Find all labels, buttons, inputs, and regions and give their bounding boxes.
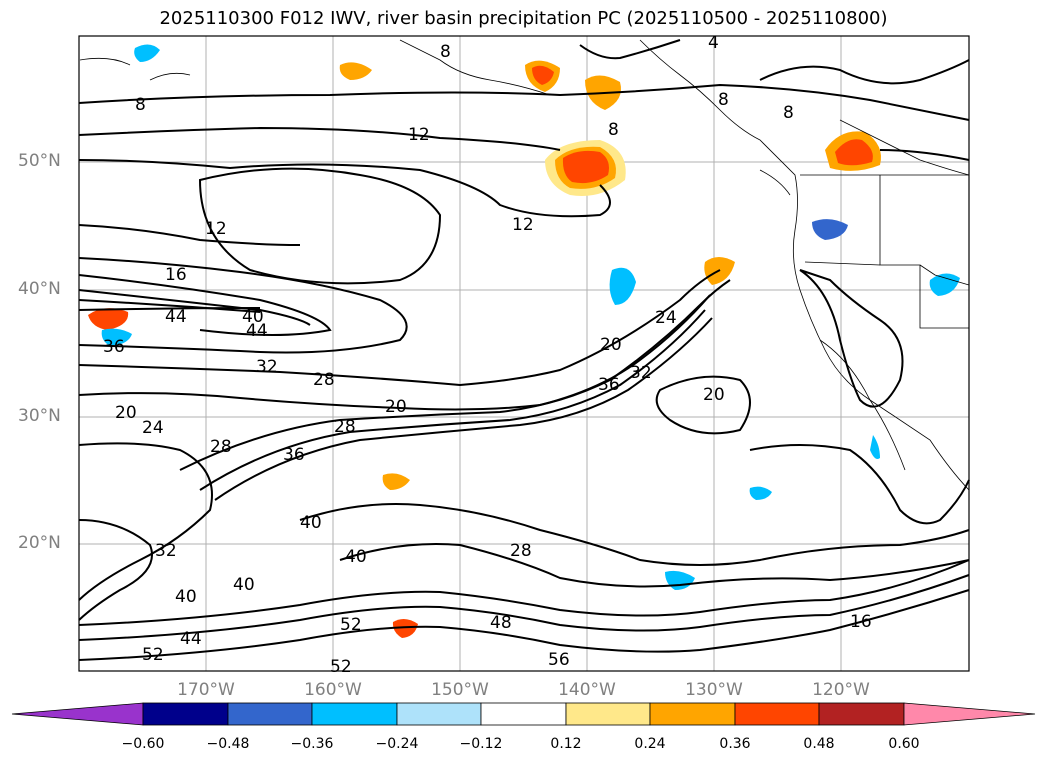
lon-label: 130°W bbox=[685, 680, 743, 700]
iwv-contours bbox=[78, 39, 970, 661]
colorbar-tick-label: 0.12 bbox=[550, 736, 582, 752]
colorbar-tick-label: −0.12 bbox=[459, 736, 503, 752]
contour-label: 12 bbox=[408, 125, 430, 145]
contour-label: 4 bbox=[708, 33, 719, 53]
contour-label: 8 bbox=[135, 95, 146, 115]
colorbar-segment bbox=[565, 702, 651, 726]
lat-label: 30°N bbox=[18, 406, 61, 426]
lat-label: 20°N bbox=[18, 533, 61, 553]
contour-label: 24 bbox=[655, 308, 677, 328]
contour-label: 44 bbox=[165, 307, 187, 327]
colorbar-tick-label: −0.60 bbox=[121, 736, 165, 752]
contour-label: 20 bbox=[385, 397, 407, 417]
contour-label: 52 bbox=[340, 615, 362, 635]
gridlines bbox=[79, 36, 969, 671]
colorbar-segment bbox=[311, 702, 398, 726]
colorbar-tick-label: −0.24 bbox=[375, 736, 419, 752]
lat-label: 50°N bbox=[18, 151, 61, 171]
colorbar-extend-low bbox=[11, 702, 144, 726]
coastlines bbox=[79, 39, 970, 491]
contour-label: 36 bbox=[103, 337, 125, 357]
contour-label: 40 bbox=[175, 587, 197, 607]
colorbar-segment bbox=[734, 702, 820, 726]
lon-label: 140°W bbox=[558, 680, 616, 700]
contour-label: 20 bbox=[600, 335, 622, 355]
contour-label: 40 bbox=[300, 513, 322, 533]
contour-label: 44 bbox=[180, 629, 202, 649]
colorbar-extend-high bbox=[903, 702, 1036, 726]
lon-label: 170°W bbox=[177, 680, 235, 700]
contour-label: 32 bbox=[256, 357, 278, 377]
lon-label: 150°W bbox=[431, 680, 489, 700]
contour-label: 20 bbox=[115, 403, 137, 423]
contour-label: 40 bbox=[345, 547, 367, 567]
precip-fills bbox=[88, 44, 960, 638]
contour-label: 40 bbox=[242, 307, 264, 327]
colorbar-segment bbox=[142, 702, 229, 726]
contour-label: 16 bbox=[165, 265, 187, 285]
colorbar-tick-label: −0.48 bbox=[206, 736, 250, 752]
contour-label: 40 bbox=[233, 575, 255, 595]
contour-labels: 8 8 8 8 8 4 12 12 12 16 20 20 20 20 24 2… bbox=[103, 33, 872, 677]
colorbar bbox=[11, 702, 1036, 726]
contour-label: 52 bbox=[330, 657, 352, 677]
contour-label: 48 bbox=[490, 613, 512, 633]
colorbar-segment bbox=[396, 702, 482, 726]
contour-label: 32 bbox=[155, 541, 177, 561]
contour-label: 36 bbox=[283, 445, 305, 465]
contour-label: 8 bbox=[608, 120, 619, 140]
contour-label: 28 bbox=[313, 370, 335, 390]
contour-label: 8 bbox=[440, 42, 451, 62]
contour-label: 44 bbox=[246, 321, 268, 341]
map-frame bbox=[78, 35, 970, 672]
contour-label: 20 bbox=[703, 385, 725, 405]
contour-label: 32 bbox=[630, 363, 652, 383]
lon-label: 120°W bbox=[812, 680, 870, 700]
colorbar-tick-label: 0.24 bbox=[634, 736, 666, 752]
contour-label: 52 bbox=[142, 645, 164, 665]
contour-label: 28 bbox=[510, 541, 532, 561]
colorbar-tick-label: 0.36 bbox=[719, 736, 751, 752]
contour-label: 28 bbox=[210, 437, 232, 457]
contour-label: 12 bbox=[205, 219, 227, 239]
colorbar-tick-label: 0.60 bbox=[888, 736, 920, 752]
map-area bbox=[79, 36, 969, 671]
map-title: 2025110300 F012 IWV, river basin precipi… bbox=[159, 8, 888, 29]
lon-label: 160°W bbox=[304, 680, 362, 700]
colorbar-segment bbox=[227, 702, 313, 726]
contour-label: 24 bbox=[142, 418, 164, 438]
contour-label: 28 bbox=[334, 417, 356, 437]
colorbar-segment bbox=[480, 702, 567, 726]
colorbar-segment bbox=[818, 702, 905, 726]
colorbar-tick-label: −0.36 bbox=[290, 736, 334, 752]
contour-label: 8 bbox=[783, 103, 794, 123]
contour-label: 12 bbox=[512, 215, 534, 235]
contour-label: 8 bbox=[718, 90, 729, 110]
contour-label: 56 bbox=[548, 650, 570, 670]
contour-label: 36 bbox=[598, 375, 620, 395]
contour-label: 16 bbox=[850, 612, 872, 632]
colorbar-tick-label: 0.48 bbox=[803, 736, 835, 752]
colorbar-segment bbox=[649, 702, 736, 726]
lat-label: 40°N bbox=[18, 279, 61, 299]
